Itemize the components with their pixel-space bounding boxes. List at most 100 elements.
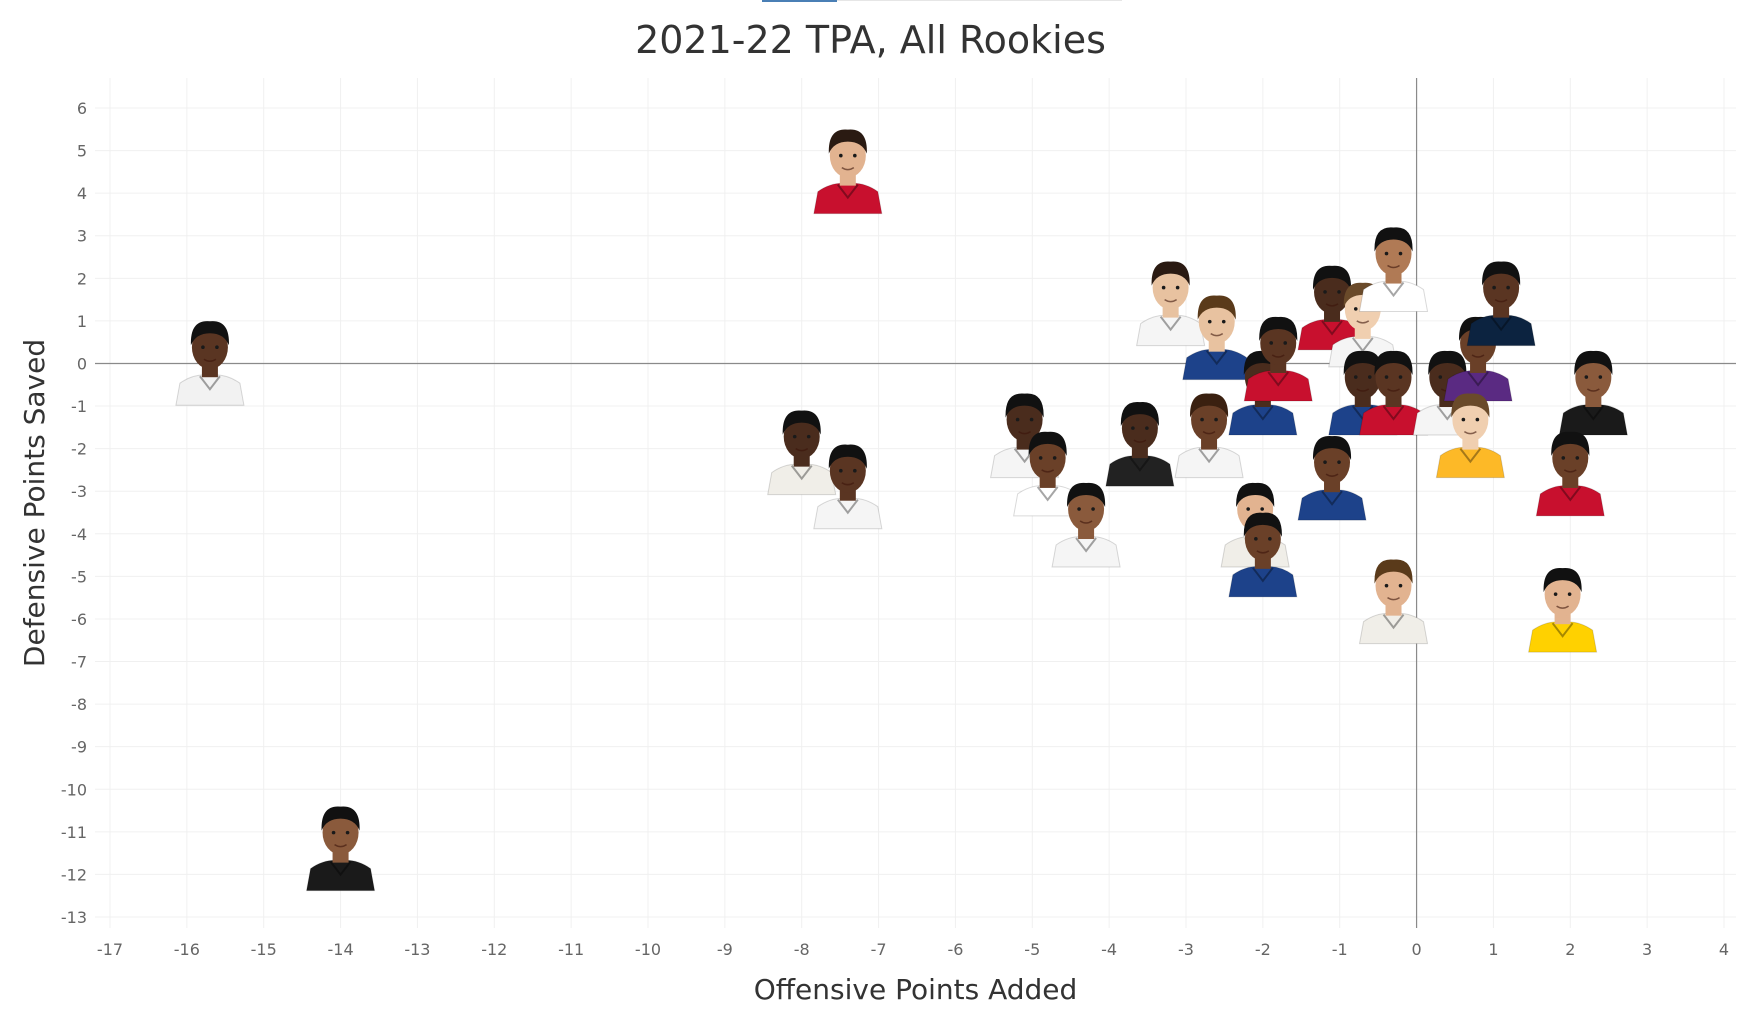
player-mouth <box>1387 388 1400 392</box>
player-eye <box>1561 456 1566 460</box>
player-hair <box>1374 227 1413 252</box>
player-eye <box>806 434 811 439</box>
player-face <box>1029 435 1066 480</box>
player-eye <box>1200 417 1204 422</box>
player-mouth <box>1202 430 1216 435</box>
player-eye <box>853 468 857 473</box>
player-hair <box>1236 482 1275 508</box>
player-hair <box>1190 393 1229 418</box>
player-hair <box>1451 393 1490 418</box>
player-mouth <box>1018 430 1032 435</box>
player-eye <box>215 345 219 350</box>
player-eye <box>1323 290 1327 294</box>
player-eye <box>1398 375 1403 379</box>
player-mouth <box>1325 473 1339 477</box>
player-neckline <box>1267 371 1290 387</box>
player-hair <box>321 806 360 831</box>
player-headshot-point <box>813 444 883 530</box>
player-mouth <box>1494 298 1508 303</box>
player-neckline <box>1467 371 1489 387</box>
player-mouth <box>1256 550 1270 554</box>
player-eye <box>853 153 857 158</box>
player-neckline <box>1198 447 1220 464</box>
player-headshot-point <box>1358 227 1429 313</box>
y-tick-label: 3 <box>77 227 87 246</box>
player-neckline <box>329 861 352 877</box>
player-mouth <box>1387 264 1400 269</box>
y-tick-label: -11 <box>61 823 87 842</box>
player-mouth <box>1041 469 1055 473</box>
player-mouth <box>841 166 855 171</box>
player-neckline <box>1205 350 1228 366</box>
player-headshot-point <box>1435 393 1505 479</box>
player-face <box>1314 269 1351 314</box>
player-face <box>783 414 820 459</box>
player-neckline <box>1559 486 1582 502</box>
player-face <box>1552 435 1589 480</box>
top-tab-indicator[interactable] <box>762 0 837 2</box>
player-eye <box>1175 285 1180 290</box>
player-eye <box>1207 319 1212 324</box>
player-eye <box>201 345 205 350</box>
y-tick-label: -8 <box>71 695 87 714</box>
player-eye <box>1015 417 1020 422</box>
player-hair <box>828 444 867 469</box>
player-eye <box>1438 375 1443 379</box>
player-face <box>1198 299 1235 344</box>
player-neckline <box>1252 405 1274 421</box>
player-headshot-point <box>813 129 883 215</box>
x-tick-label: -11 <box>558 940 584 959</box>
player-hair <box>1312 436 1352 461</box>
player-face <box>1344 355 1381 400</box>
player-hair <box>1243 512 1282 537</box>
player-neckline <box>1382 405 1405 421</box>
player-headshot-point <box>1528 568 1598 653</box>
player-face <box>1375 355 1412 400</box>
player-face <box>829 133 866 178</box>
y-tick-label: 2 <box>77 269 87 288</box>
player-eye <box>1269 341 1274 345</box>
player-eye <box>1337 460 1341 464</box>
y-tick-label: -13 <box>61 908 87 927</box>
player-eye <box>1384 583 1389 588</box>
player-eye <box>1384 375 1389 379</box>
player-hair <box>1428 350 1467 376</box>
x-tick-label: 3 <box>1642 940 1652 959</box>
player-headshot-point <box>767 410 837 496</box>
player-eye <box>1506 285 1510 290</box>
player-eye <box>1091 507 1095 511</box>
x-tick-label: 1 <box>1488 940 1498 959</box>
player-headshot-point <box>1243 316 1313 402</box>
player-mouth <box>1210 333 1224 337</box>
x-tick-label: -14 <box>328 940 354 959</box>
player-headshot-point <box>1297 436 1367 521</box>
data-points <box>175 129 1628 892</box>
player-hair <box>1120 401 1159 427</box>
player-neckline <box>1129 456 1151 472</box>
player-headshot-point <box>175 321 245 406</box>
reference-lines <box>95 78 1736 928</box>
x-tick-label: -7 <box>871 940 887 959</box>
y-tick-label: -9 <box>71 738 87 757</box>
player-headshot-point <box>1013 431 1083 517</box>
player-face <box>1191 397 1228 442</box>
player-hair <box>190 321 229 346</box>
player-mouth <box>1387 597 1400 601</box>
player-mouth <box>1356 388 1370 392</box>
x-tick-label: -9 <box>717 940 733 959</box>
player-eye <box>1323 460 1327 464</box>
player-headshot-point <box>1558 350 1628 436</box>
player-eye <box>1052 456 1057 460</box>
y-tick-label: -12 <box>61 865 87 884</box>
player-eye <box>1260 507 1264 511</box>
x-tick-label: 2 <box>1565 940 1575 959</box>
player-eye <box>1553 592 1558 596</box>
x-tick-label: 4 <box>1719 940 1729 959</box>
player-headshot-point <box>1358 559 1429 645</box>
y-tick-label: 1 <box>77 312 87 331</box>
player-face <box>1375 231 1412 276</box>
player-eye <box>1598 375 1603 379</box>
player-hair <box>1551 431 1590 456</box>
player-eye <box>1246 507 1250 511</box>
